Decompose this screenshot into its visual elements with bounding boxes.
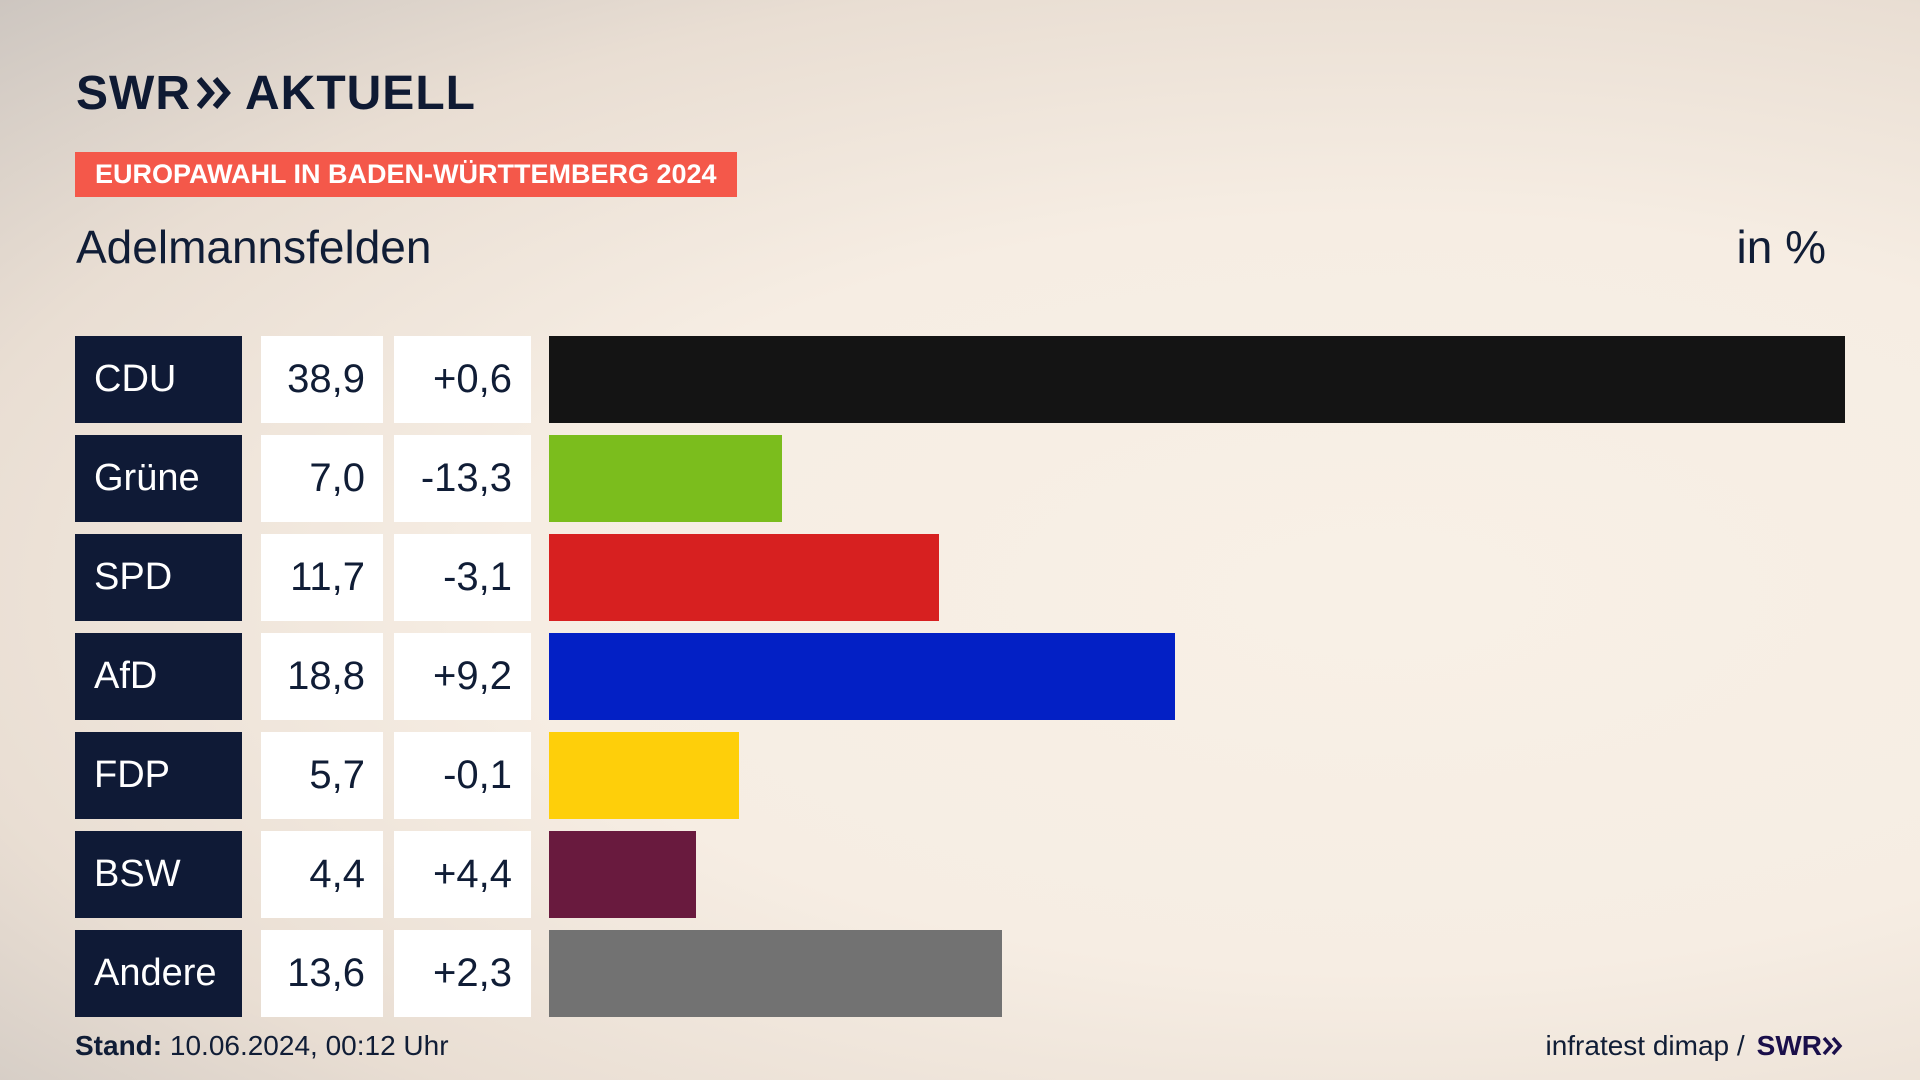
result-row: AfD 18,8 +9,2 — [75, 633, 1845, 720]
logo-swr-text: SWR — [76, 66, 191, 120]
swr-mini-logo: SWR — [1757, 1030, 1844, 1062]
result-bar — [549, 633, 1175, 720]
vote-share-label: 38,9 — [261, 336, 383, 423]
logo-aktuell-text: AKTUELL — [244, 66, 476, 120]
chevron-double-icon — [1822, 1036, 1843, 1056]
vote-share-label: 13,6 — [261, 930, 383, 1017]
party-label: Grüne — [75, 435, 242, 522]
source-credit: infratest dimap / SWR — [1545, 1030, 1844, 1062]
change-label: +4,4 — [394, 831, 531, 918]
result-bar — [549, 336, 1845, 423]
result-row: Andere 13,6 +2,3 — [75, 930, 1845, 1017]
result-bar — [549, 732, 739, 819]
vote-share-label: 4,4 — [261, 831, 383, 918]
unit-label: in % — [1736, 221, 1826, 273]
party-label: FDP — [75, 732, 242, 819]
swr-aktuell-logo: SWR AKTUELL — [76, 66, 476, 120]
party-label: AfD — [75, 633, 242, 720]
change-label: +9,2 — [394, 633, 531, 720]
change-label: -3,1 — [394, 534, 531, 621]
vote-share-label: 5,7 — [261, 732, 383, 819]
result-row: SPD 11,7 -3,1 — [75, 534, 1845, 621]
stand-label: Stand: — [75, 1030, 163, 1061]
change-label: +2,3 — [394, 930, 531, 1017]
vote-share-label: 11,7 — [261, 534, 383, 621]
result-row: BSW 4,4 +4,4 — [75, 831, 1845, 918]
chevron-double-icon — [196, 76, 235, 110]
change-label: +0,6 — [394, 336, 531, 423]
source-text: infratest dimap / — [1545, 1030, 1745, 1061]
party-label: Andere — [75, 930, 242, 1017]
result-bar — [549, 534, 939, 621]
party-label: SPD — [75, 534, 242, 621]
election-badge: EUROPAWAHL IN BADEN-WÜRTTEMBERG 2024 — [75, 152, 737, 197]
change-label: -0,1 — [394, 732, 531, 819]
vote-share-label: 7,0 — [261, 435, 383, 522]
result-bar — [549, 435, 782, 522]
change-label: -13,3 — [394, 435, 531, 522]
result-bar — [549, 930, 1002, 1017]
stand-value: 10.06.2024, 00:12 Uhr — [169, 1030, 449, 1061]
vote-share-label: 18,8 — [261, 633, 383, 720]
place-title: Adelmannsfelden — [76, 221, 432, 273]
party-label: CDU — [75, 336, 242, 423]
result-row: FDP 5,7 -0,1 — [75, 732, 1845, 819]
result-row: CDU 38,9 +0,6 — [75, 336, 1845, 423]
result-row: Grüne 7,0 -13,3 — [75, 435, 1845, 522]
swr-mini-logo-text: SWR — [1756, 1030, 1822, 1061]
timestamp: Stand: 10.06.2024, 00:12 Uhr — [75, 1030, 449, 1062]
party-label: BSW — [75, 831, 242, 918]
result-bar — [549, 831, 696, 918]
